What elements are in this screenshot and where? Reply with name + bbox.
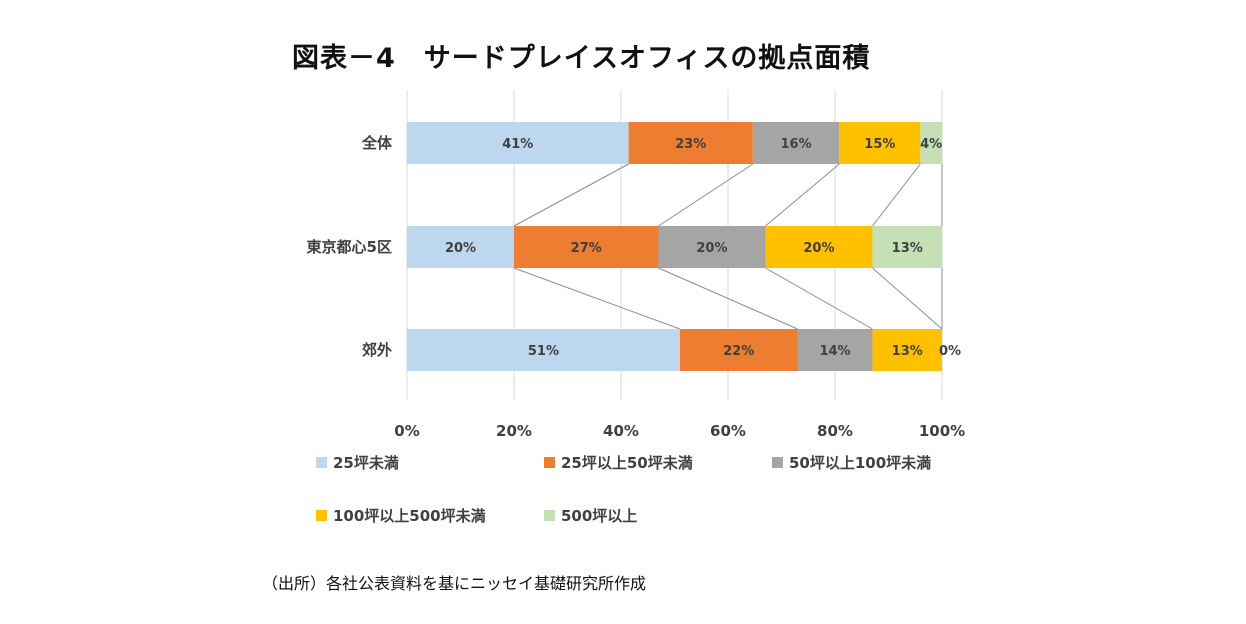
bar-segment xyxy=(920,122,942,164)
legend-swatch xyxy=(316,457,327,468)
data-label: 22% xyxy=(723,344,754,359)
bar-segment xyxy=(407,122,629,164)
data-label: 13% xyxy=(892,344,923,359)
data-label: 0% xyxy=(939,344,961,359)
legend-label: 100坪以上500坪未満 xyxy=(333,507,486,525)
category-label: 東京都心5区 xyxy=(307,238,392,256)
data-label: 4% xyxy=(920,137,942,152)
bar-segment xyxy=(514,226,659,268)
legend-swatch xyxy=(544,457,555,468)
legend-swatch xyxy=(544,510,555,521)
bar-segment xyxy=(839,122,921,164)
data-label: 16% xyxy=(781,137,812,152)
source-note: （出所）各社公表資料を基にニッセイ基礎研究所作成 xyxy=(262,574,647,593)
bar-segment xyxy=(658,226,766,268)
x-tick-label: 100% xyxy=(919,422,965,440)
x-tick-label: 80% xyxy=(817,422,853,440)
legend-item: 50坪以上100坪未満 xyxy=(772,452,931,473)
legend-label: 25坪未満 xyxy=(333,454,399,472)
bar-segment xyxy=(407,226,514,268)
data-label: 27% xyxy=(571,241,602,256)
legend-item: 100坪以上500坪未満 xyxy=(316,505,486,526)
bar-segment xyxy=(679,329,798,371)
legend-swatch xyxy=(772,457,783,468)
bar-segment xyxy=(628,122,753,164)
data-label: 41% xyxy=(502,137,533,152)
x-tick-label: 60% xyxy=(710,422,746,440)
category-label: 全体 xyxy=(361,134,393,152)
series-line xyxy=(765,163,840,227)
chart-title: 図表－4 サードプレイスオフィスの拠点面積 xyxy=(292,43,871,74)
bar-segment xyxy=(797,329,873,371)
data-label: 20% xyxy=(803,241,834,256)
series-line xyxy=(872,163,921,227)
bar-segment xyxy=(765,226,873,268)
bar-segment xyxy=(872,329,942,371)
x-tick-label: 40% xyxy=(603,422,639,440)
bar-segment xyxy=(872,226,942,268)
data-label: 51% xyxy=(528,344,559,359)
legend-item: 500坪以上 xyxy=(544,505,637,526)
bar-segment xyxy=(407,329,680,371)
data-label: 23% xyxy=(675,137,706,152)
legend-label: 50坪以上100坪未満 xyxy=(789,454,932,472)
legend-label: 25坪以上50坪未満 xyxy=(561,454,693,472)
legend-item: 25坪未満 xyxy=(316,452,399,473)
series-line xyxy=(658,267,798,330)
series-line xyxy=(765,267,873,330)
x-tick-label: 0% xyxy=(394,422,419,440)
legend-item: 25坪以上50坪未満 xyxy=(544,452,693,473)
legend-swatch xyxy=(316,510,327,521)
series-line xyxy=(513,267,681,330)
series-line xyxy=(658,163,754,227)
data-label: 13% xyxy=(892,241,923,256)
data-label: 14% xyxy=(819,344,850,359)
series-line xyxy=(872,267,943,330)
bar-segment xyxy=(752,122,840,164)
data-label: 15% xyxy=(864,137,895,152)
data-label: 20% xyxy=(696,241,727,256)
x-tick-label: 20% xyxy=(496,422,532,440)
data-label: 20% xyxy=(445,241,476,256)
legend-label: 500坪以上 xyxy=(561,507,638,525)
series-line xyxy=(513,163,629,227)
category-label: 郊外 xyxy=(362,341,392,359)
